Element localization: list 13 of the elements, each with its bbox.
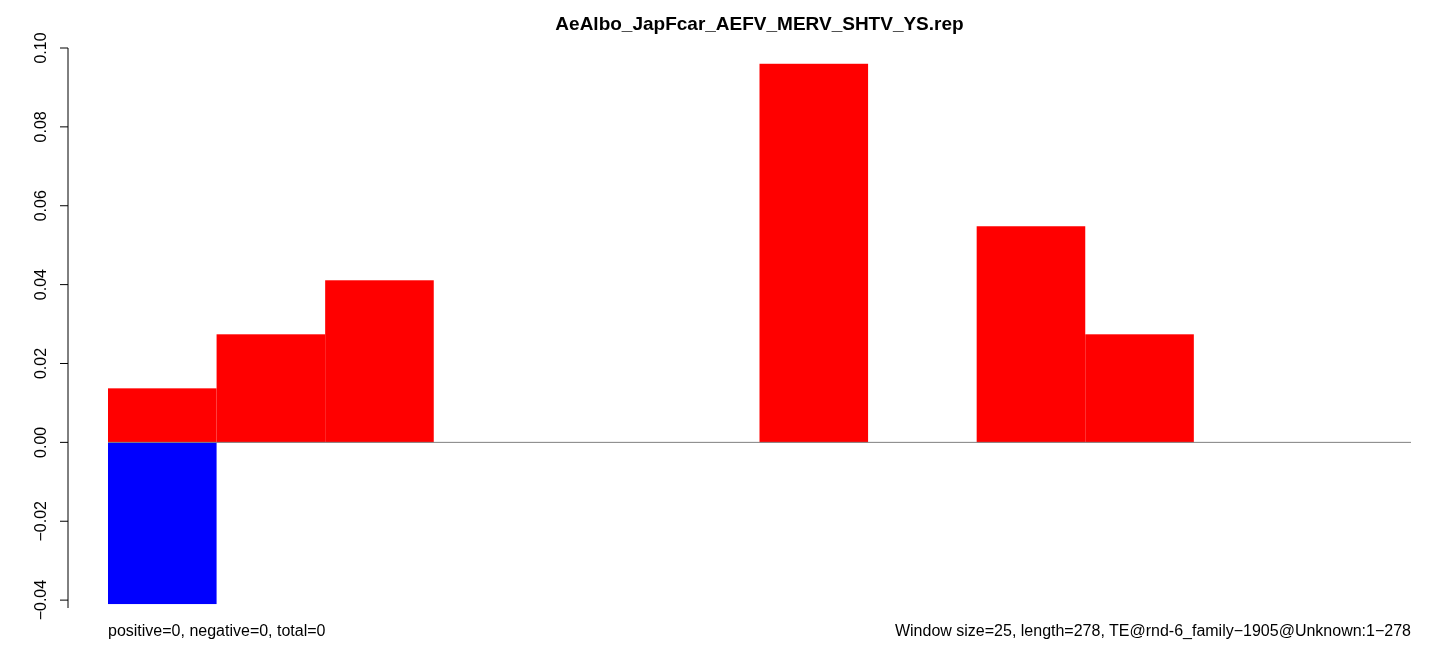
y-tick-label: −0.02 (32, 500, 49, 542)
chart-title: AeAlbo_JapFcar_AEFV_MERV_SHTV_YS.rep (555, 13, 964, 34)
text: Window size=25, length=278, TE@rnd-6_family−1905@Unknown:1−278 (894, 622, 1412, 640)
bar (108, 442, 217, 605)
y-tick-label: −0.04 (32, 579, 49, 621)
text: positive=0, negative=0, total=0 (108, 622, 326, 639)
y-tick-label: 0.00 (32, 426, 49, 458)
bar (759, 63, 869, 443)
y-tick-label: 0.10 (32, 32, 49, 64)
y-tick-label: 0.04 (32, 268, 49, 301)
y-tick-label: 0.06 (32, 190, 49, 222)
y-tick-label: 0.02 (32, 347, 49, 380)
y-tick-label: 0.08 (32, 111, 49, 143)
